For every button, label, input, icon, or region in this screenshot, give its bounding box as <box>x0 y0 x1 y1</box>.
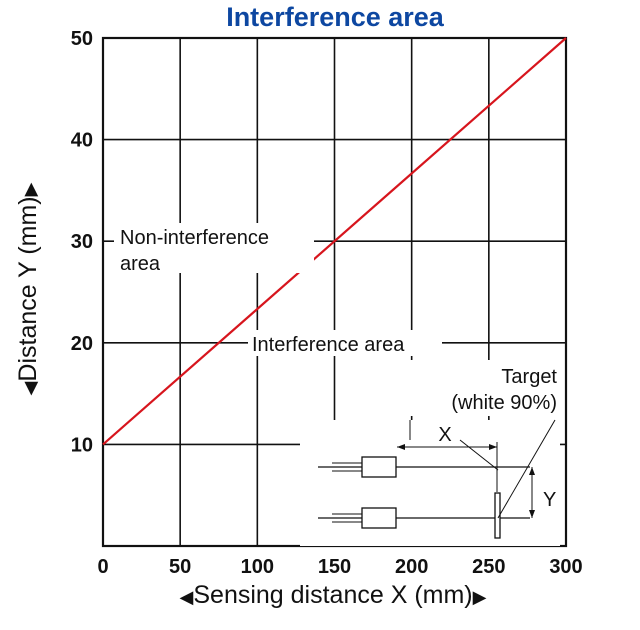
x-axis-right-arrow-icon: ▶ <box>473 587 487 607</box>
x-tick-label: 200 <box>395 556 428 578</box>
chart-title: Interference area <box>226 2 445 32</box>
y-axis-label: Distance Y (mm) <box>14 196 42 381</box>
x-axis-label-group: ◀Sensing distance X (mm)▶ <box>180 581 487 609</box>
target-label-bg <box>410 360 562 416</box>
data-series <box>102 37 567 446</box>
tick-labels: 0 50 100 150 200 250 300 10 20 30 40 50 <box>71 28 583 578</box>
upper-sensor-body <box>361 456 397 478</box>
x-tick-label: 50 <box>169 556 191 578</box>
x-tick-label: 300 <box>549 556 582 578</box>
non-interference-label: Non-interference area <box>120 227 269 275</box>
lower-sensor-body <box>361 507 397 529</box>
y-axis-left-arrow-icon: ◀ <box>20 381 40 395</box>
x-axis-left-arrow-icon: ◀ <box>180 587 194 607</box>
sensor-diagram-bg <box>300 420 560 546</box>
x-axis-label: Sensing distance X (mm) <box>193 581 472 609</box>
x-dimension-label: X <box>438 424 451 446</box>
x-tick-label: 0 <box>97 556 108 578</box>
y-tick-label: 40 <box>71 130 93 152</box>
sensor-diagram: X Y <box>300 419 560 546</box>
series-line-0 <box>102 37 567 446</box>
non-interference-label-bg <box>114 223 314 273</box>
interference-label: Interference area <box>252 334 405 356</box>
x-tick-label: 250 <box>472 556 505 578</box>
y-tick-label: 20 <box>71 333 93 355</box>
interference-label-bg <box>248 330 442 356</box>
y-tick-label: 10 <box>71 434 93 456</box>
svg-text:◀Distance Y (mm)▶: ◀Distance Y (mm)▶ <box>14 182 42 395</box>
y-axis-label-group: ◀Distance Y (mm)▶ <box>14 182 42 395</box>
y-tick-label: 50 <box>71 28 93 50</box>
y-axis-right-arrow-icon: ▶ <box>20 182 40 196</box>
x-tick-label: 150 <box>318 556 351 578</box>
x-tick-label: 100 <box>241 556 274 578</box>
y-dimension-label: Y <box>543 489 556 511</box>
y-tick-label: 30 <box>71 231 93 253</box>
target-label: Target (white 90%) <box>451 366 557 414</box>
